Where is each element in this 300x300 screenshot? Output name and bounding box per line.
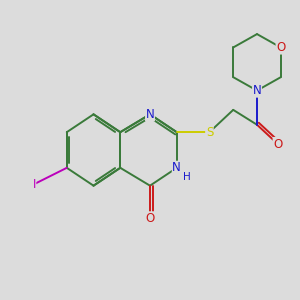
Text: N: N [146, 108, 154, 121]
Text: N: N [253, 84, 261, 97]
Text: O: O [276, 41, 285, 54]
Text: N: N [172, 161, 181, 174]
Text: O: O [273, 138, 282, 151]
Text: S: S [206, 126, 213, 139]
Text: H: H [183, 172, 191, 182]
Text: I: I [32, 178, 36, 191]
Text: O: O [146, 212, 154, 225]
